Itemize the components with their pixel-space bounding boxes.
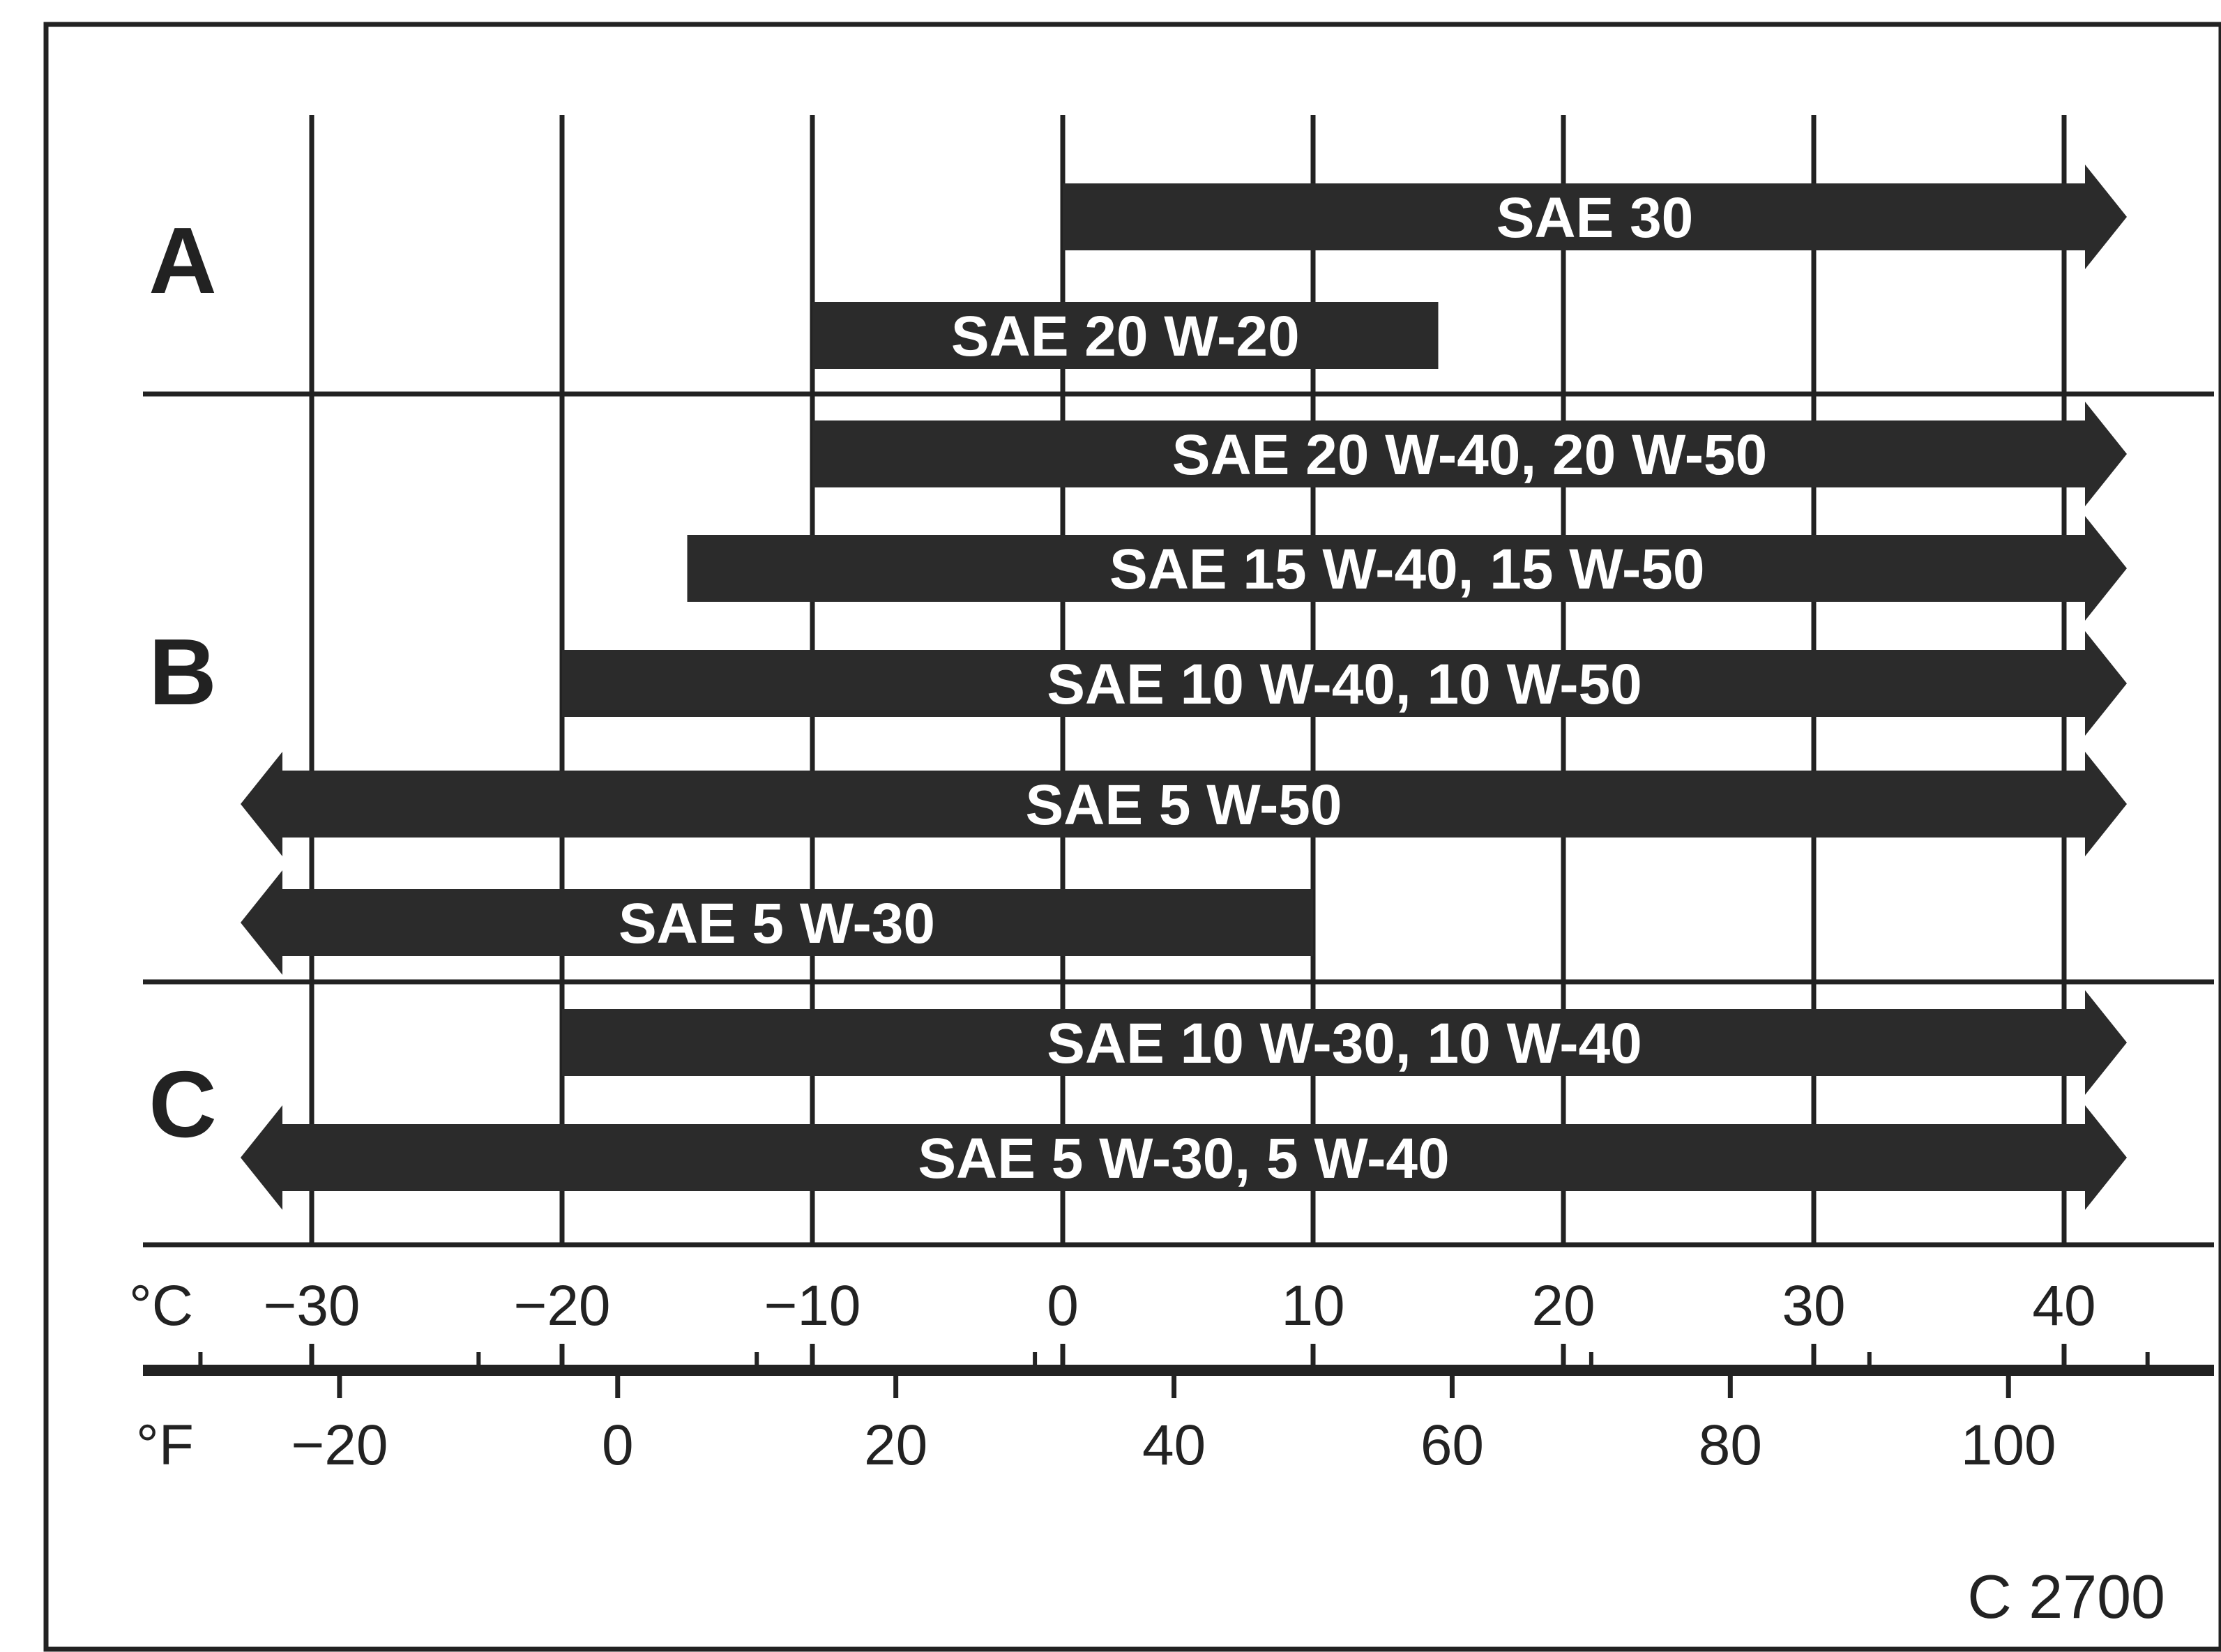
celsius-tick-label: −20: [513, 1274, 610, 1337]
group-letter: A: [149, 208, 217, 313]
celsius-tick-label: 10: [1281, 1274, 1344, 1337]
figure-id: C 2700: [1967, 1562, 2165, 1631]
bar-label: SAE 20 W-40, 20 W-50: [1172, 423, 1767, 487]
fahrenheit-tick-label: 20: [864, 1414, 927, 1477]
viscosity-bar: [562, 631, 2127, 736]
bar-label: SAE 5 W-50: [1025, 773, 1342, 837]
viscosity-bar: [241, 1105, 2127, 1210]
viscosity-bar: [687, 516, 2127, 621]
group-letter: B: [149, 619, 217, 725]
bar-label: SAE 5 W-30: [619, 892, 935, 955]
bars: SAE 30 SAE 20 W-20 SAE 20 W-40, 20 W-50 SAE…: [241, 165, 2127, 1210]
bar-label: SAE 10 W-40, 10 W-50: [1047, 653, 1642, 716]
chart-frame: [43, 22, 2221, 1652]
celsius-unit: °C: [129, 1274, 193, 1337]
viscosity-bar: [1063, 165, 2127, 269]
celsius-tick-label: 20: [1531, 1274, 1595, 1337]
group-separators: [143, 391, 2214, 1248]
viscosity-bar: [562, 990, 2127, 1095]
celsius-tick-label: 30: [1782, 1274, 1845, 1337]
celsius-tick-label: 0: [1047, 1274, 1079, 1337]
fahrenheit-tick-label: 80: [1699, 1414, 1762, 1477]
fahrenheit-tick-label: 60: [1420, 1414, 1484, 1477]
fahrenheit-tick-label: 100: [1961, 1414, 2056, 1477]
fahrenheit-tick-label: 0: [602, 1414, 634, 1477]
viscosity-bar: [812, 402, 2127, 506]
celsius-tick-label: −30: [263, 1274, 360, 1337]
fahrenheit-unit: °F: [136, 1414, 194, 1477]
fahrenheit-tick-label: −20: [291, 1414, 388, 1477]
fahrenheit-tick-label: 40: [1142, 1414, 1206, 1477]
celsius-tick-label: −10: [764, 1274, 861, 1337]
viscosity-bar: [241, 870, 1313, 975]
bar-label: SAE 5 W-30, 5 W-40: [918, 1127, 1449, 1190]
bar-label: SAE 10 W-30, 10 W-40: [1047, 1012, 1642, 1075]
celsius-tick-label: 40: [2032, 1274, 2095, 1337]
viscosity-bar: [812, 302, 1439, 369]
group-letters: A B C: [149, 208, 217, 1157]
bar-label: SAE 15 W-40, 15 W-50: [1109, 538, 1704, 601]
bar-label: SAE 30: [1496, 186, 1694, 250]
group-letter: C: [149, 1052, 217, 1157]
bar-label: SAE 20 W-20: [951, 305, 1300, 368]
viscosity-bar: [241, 752, 2127, 856]
temperature-axis: −30 −20 −10 0 10 20 30 40 −20 0 20 40 60 80 100 °C °F: [129, 1274, 2214, 1477]
